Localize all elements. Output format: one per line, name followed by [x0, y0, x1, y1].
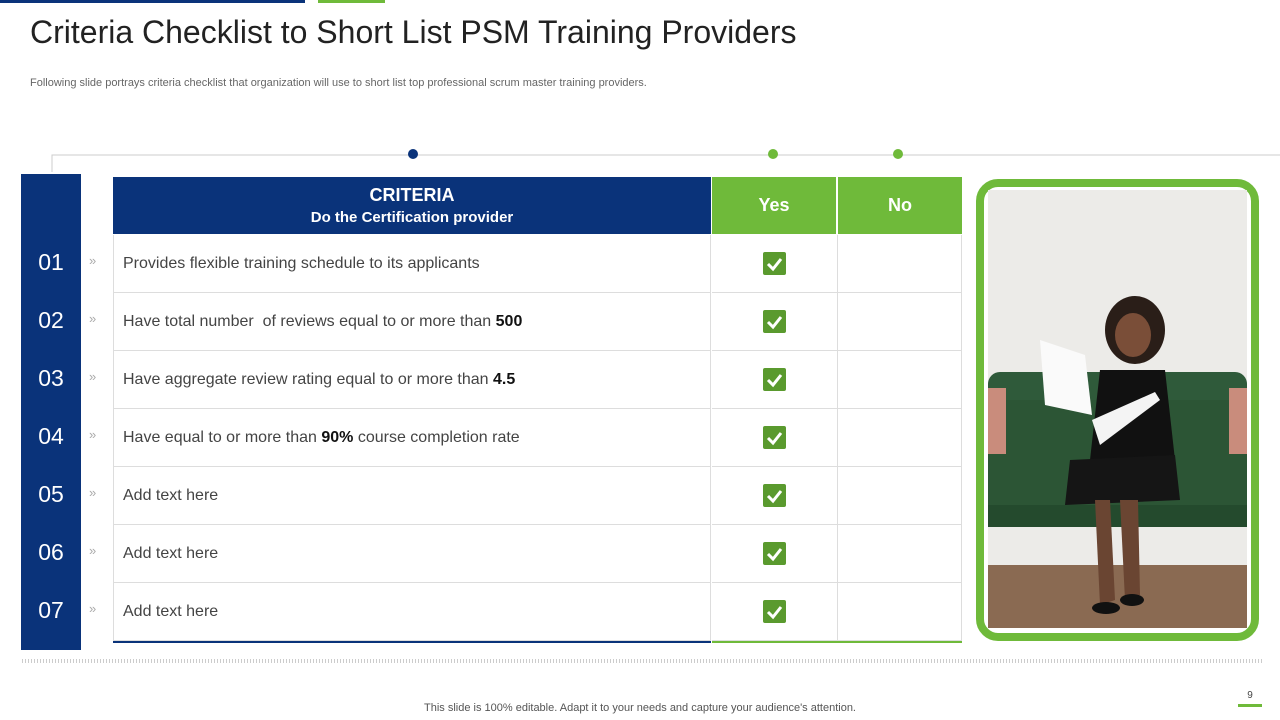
- subtitle: Following slide portrays criteria checkl…: [30, 77, 647, 89]
- row-text: Have equal to or more than 90% course co…: [113, 409, 711, 467]
- no-cell: [838, 351, 962, 409]
- text: Have equal to or more than: [123, 428, 322, 446]
- page-number: 9: [1238, 690, 1262, 707]
- check-icon: [763, 368, 786, 391]
- text: course completion rate: [353, 428, 520, 446]
- emphasis: 4.5: [493, 370, 516, 388]
- row-text: Provides flexible training schedule to i…: [113, 235, 711, 293]
- row-number: 05: [38, 481, 64, 507]
- row-number: 06: [38, 539, 64, 565]
- connector-line: [51, 154, 1280, 172]
- check-icon: [763, 310, 786, 333]
- text: Add text here: [123, 486, 219, 504]
- check-icon: [763, 542, 786, 565]
- yes-cell: [712, 409, 838, 467]
- row-text: Have total number of reviews equal to or…: [113, 293, 711, 351]
- chevron: »: [89, 253, 97, 268]
- no-cell: [838, 467, 962, 525]
- chevron: »: [89, 369, 97, 384]
- row-text: Add text here: [113, 525, 711, 583]
- criteria-title: CRITERIA: [369, 185, 455, 205]
- footer-note: This slide is 100% editable. Adapt it to…: [424, 702, 856, 714]
- text: Have total number of reviews equal to or…: [123, 312, 496, 330]
- dot: [893, 149, 903, 159]
- number-column: [21, 174, 81, 650]
- row-text: Add text here: [113, 583, 711, 641]
- text: Provides flexible training schedule to i…: [123, 254, 480, 272]
- row-number: 01: [38, 249, 64, 275]
- photo: [988, 190, 1247, 628]
- chevron: »: [89, 601, 97, 616]
- text: Have aggregate review rating equal to or…: [123, 370, 493, 388]
- top-bar-green: [318, 0, 385, 3]
- row-number: 04: [38, 423, 64, 449]
- title: Criteria Checklist to Short List PSM Tra…: [30, 14, 797, 50]
- no-cell: [838, 409, 962, 467]
- chevron: »: [89, 543, 97, 558]
- yes-cell: [712, 293, 838, 351]
- row-number: 07: [38, 597, 64, 623]
- no-cell: [838, 583, 962, 641]
- check-icon: [763, 252, 786, 275]
- yes-cell: [712, 583, 838, 641]
- top-bar-blue: [0, 0, 305, 3]
- chevron: »: [89, 311, 97, 326]
- yes-cell: [712, 235, 838, 293]
- row-number: 03: [38, 365, 64, 391]
- table-bottom-blue: [113, 641, 711, 643]
- dot: [768, 149, 778, 159]
- row-number: 02: [38, 307, 64, 333]
- row-text: Add text here: [113, 467, 711, 525]
- no-cell: [838, 235, 962, 293]
- table-bottom-green: [712, 641, 962, 643]
- chevron: »: [89, 427, 97, 442]
- check-icon: [763, 600, 786, 623]
- emphasis: 90%: [321, 428, 354, 446]
- check-icon: [763, 484, 786, 507]
- yes-cell: [712, 351, 838, 409]
- check-icon: [763, 426, 786, 449]
- criteria-header: CRITERIA Do the Certification provider: [113, 177, 711, 234]
- text: Add text here: [123, 602, 219, 620]
- criteria-subtitle: Do the Certification provider: [310, 209, 514, 226]
- text: Add text here: [123, 544, 219, 562]
- no-cell: [838, 293, 962, 351]
- yes-header: Yes: [712, 177, 836, 234]
- chevron: »: [89, 485, 97, 500]
- yes-cell: [712, 525, 838, 583]
- row-text: Have aggregate review rating equal to or…: [113, 351, 711, 409]
- no-header: No: [838, 177, 962, 234]
- photo-frame: [976, 179, 1259, 641]
- yes-cell: [712, 467, 838, 525]
- dot: [408, 149, 418, 159]
- no-cell: [838, 525, 962, 583]
- emphasis: 500: [495, 312, 523, 330]
